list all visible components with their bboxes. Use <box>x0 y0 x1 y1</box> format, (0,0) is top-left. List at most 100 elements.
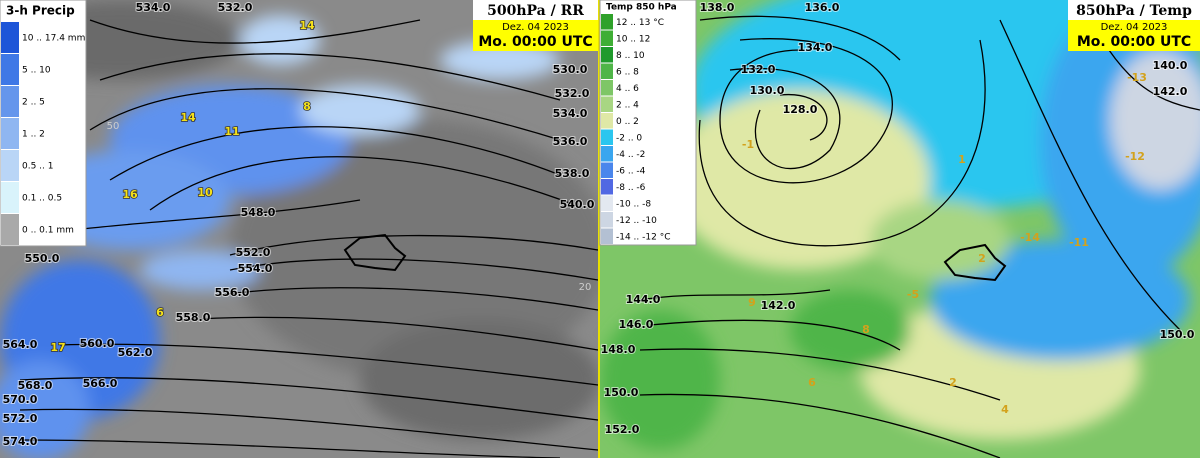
legend-label: -12 .. -10 <box>616 216 657 226</box>
contour-label: 572.0 <box>3 412 38 425</box>
legend-label: 10 .. 17.4 mm <box>22 34 85 44</box>
contour-label: 152.0 <box>605 423 640 436</box>
contour-label: 564.0 <box>3 338 38 351</box>
value-label: 14 <box>299 19 315 32</box>
header-title: 500hPa / RR <box>487 3 584 19</box>
legend-swatch <box>601 179 613 195</box>
legend-swatch <box>1 118 19 149</box>
value-label: 1 <box>958 153 966 166</box>
grid-label: 20 <box>579 282 592 293</box>
value-label: 9 <box>748 296 756 309</box>
legend-label: 1 .. 2 <box>22 130 45 140</box>
contour-label: 532.0 <box>218 1 253 14</box>
legend-label: -2 .. 0 <box>616 133 642 143</box>
contour-label: 556.0 <box>215 286 250 299</box>
value-label: 2 <box>978 252 986 265</box>
legend-box <box>599 0 697 246</box>
legend-swatch <box>601 129 613 145</box>
contour-label: 530.0 <box>553 63 588 76</box>
value-label: 17 <box>50 341 65 354</box>
contour-label: 138.0 <box>700 1 735 14</box>
legend-label: 6 .. 8 <box>616 67 639 77</box>
contour-label: 554.0 <box>238 262 273 275</box>
header-time-box <box>473 20 598 51</box>
value-label: 10 <box>197 186 213 199</box>
legend-label: 5 .. 10 <box>22 66 51 76</box>
legend-swatch <box>1 86 19 117</box>
header-time: Mo. 00:00 UTC <box>478 34 592 50</box>
value-label: 14 <box>180 111 196 124</box>
value-label: 6 <box>156 306 164 319</box>
value-label: -14 <box>1020 231 1040 244</box>
legend-swatch <box>1 150 19 181</box>
legend-label: 8 .. 10 <box>616 51 645 61</box>
legend-swatch <box>601 162 613 178</box>
legend-swatch <box>601 47 613 63</box>
value-label: 11 <box>224 125 239 138</box>
legend-swatch <box>601 14 613 30</box>
contour-label: 140.0 <box>1153 59 1188 72</box>
header-time: Mo. 00:00 UTC <box>1077 34 1191 50</box>
legend-swatch <box>601 80 613 96</box>
legend-swatch <box>601 113 613 129</box>
legend-label: -10 .. -8 <box>616 199 651 209</box>
contour-label: 532.0 <box>555 87 590 100</box>
contour-label: 534.0 <box>553 107 588 120</box>
legend-label: 12 .. 13 °C <box>616 18 664 28</box>
contour-label: 566.0 <box>83 377 118 390</box>
value-label: 8 <box>862 323 870 336</box>
contour-label: 142.0 <box>761 299 796 312</box>
header-time-box <box>1068 20 1200 51</box>
value-label: 16 <box>122 188 138 201</box>
contour-label: 134.0 <box>798 41 833 54</box>
legend-label: 0.5 .. 1 <box>22 162 53 172</box>
value-label: -5 <box>907 288 919 301</box>
value-label: -12 <box>1125 150 1145 163</box>
grid-label: 50 <box>107 121 120 132</box>
header-date: Dez. 04 2023 <box>1101 22 1168 33</box>
value-label: -13 <box>1127 71 1147 84</box>
contour-label: 150.0 <box>1160 328 1195 341</box>
contour-label: 562.0 <box>118 346 153 359</box>
legend-label: 0 .. 0.1 mm <box>22 226 74 236</box>
header-title: 850hPa / Temp <box>1076 3 1192 19</box>
contour-label: 128.0 <box>783 103 818 116</box>
header-title-box <box>473 0 598 20</box>
header-date: Dez. 04 2023 <box>502 22 569 33</box>
legend-label: 4 .. 6 <box>616 84 639 94</box>
contour-label: 132.0 <box>741 63 776 76</box>
contour-label: 534.0 <box>136 1 171 14</box>
value-label: 8 <box>303 100 311 113</box>
contour-label: 570.0 <box>3 393 38 406</box>
value-label: -11 <box>1069 236 1089 249</box>
legend-swatch <box>601 195 613 211</box>
contour-label: 538.0 <box>555 167 590 180</box>
legend-swatch <box>601 63 613 79</box>
contour-label: 130.0 <box>750 84 785 97</box>
legend-swatch <box>1 182 19 213</box>
header-title-box <box>1068 0 1200 20</box>
legend-swatch <box>601 212 613 228</box>
legend-swatch <box>601 228 613 244</box>
contour-label: 568.0 <box>18 379 53 392</box>
contour-label: 548.0 <box>241 206 276 219</box>
contour-label: 560.0 <box>80 337 115 350</box>
legend-label: 0 .. 2 <box>616 117 639 127</box>
legend-swatch <box>1 54 19 85</box>
legend-title: 3-h Precip <box>6 4 75 18</box>
legend-label: -8 .. -6 <box>616 183 646 193</box>
legend-swatch <box>601 146 613 162</box>
contour-label: 142.0 <box>1153 85 1188 98</box>
value-label: -1 <box>742 138 754 151</box>
legend-label: -6 .. -4 <box>616 166 646 176</box>
legend-label: 2 .. 5 <box>22 98 45 108</box>
contour-label: 550.0 <box>25 252 60 265</box>
contour-label: 536.0 <box>553 135 588 148</box>
contour-label: 144.0 <box>626 293 661 306</box>
contour-label: 558.0 <box>176 311 211 324</box>
contour-label: 136.0 <box>805 1 840 14</box>
legend-swatch <box>1 22 19 53</box>
value-label: 4 <box>1001 403 1009 416</box>
